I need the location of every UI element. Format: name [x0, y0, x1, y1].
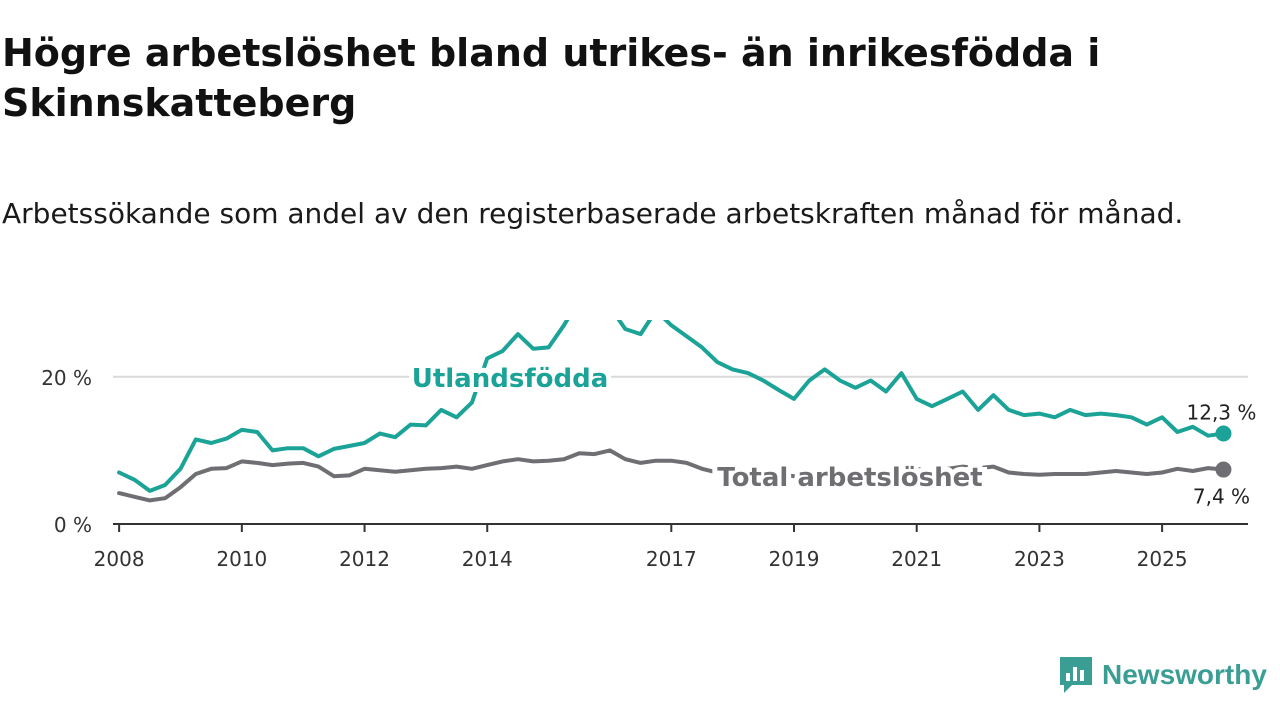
x-tick-label: 2019	[769, 547, 820, 571]
x-tick-label: 2014	[462, 547, 513, 571]
series	[117, 320, 1232, 503]
y-tick-label: 20 %	[41, 366, 92, 390]
chart-title: Högre arbetslöshet bland utrikes- än inr…	[2, 31, 1101, 125]
x-tick-label: 2012	[339, 547, 390, 571]
newsworthy-logo: Newsworthy	[1058, 654, 1267, 696]
x-tick-label: 2017	[646, 547, 697, 571]
series-line	[117, 448, 1226, 503]
series-end-label: 12,3 %	[1187, 400, 1257, 424]
series-inline-label: Utlandsfödda	[412, 364, 609, 394]
series-line	[117, 320, 1226, 493]
x-tick-label: 2008	[94, 547, 145, 571]
series-end-point	[1215, 461, 1232, 478]
x-tick-label: 2023	[1014, 547, 1065, 571]
line-chart: 0 % 20 % 2008 2010 2012 2014 2017 2019 2021 2023 2…	[41, 320, 1260, 571]
x-tick-label: 2021	[891, 547, 942, 571]
y-tick-label: 0 %	[54, 513, 92, 537]
series-end-point	[1215, 425, 1232, 442]
axes: 0 % 20 % 2008 2010 2012 2014 2017 2019 2021 2023 2…	[41, 366, 1248, 571]
x-tick-label: 2010	[216, 547, 267, 571]
newsworthy-logo-icon	[1060, 657, 1092, 693]
series-inline-label: Total arbetslöshet	[717, 463, 982, 493]
labels: Utlandsfödda Total arbetslöshet 12,3 % 7,4 …	[407, 359, 1260, 512]
series-end-label: 7,4 %	[1193, 485, 1250, 509]
newsworthy-logo-text: Newsworthy	[1102, 659, 1267, 690]
chart-subtitle: Arbetssökande som andel av den registerb…	[2, 197, 1184, 230]
x-tick-label: 2025	[1137, 547, 1188, 571]
